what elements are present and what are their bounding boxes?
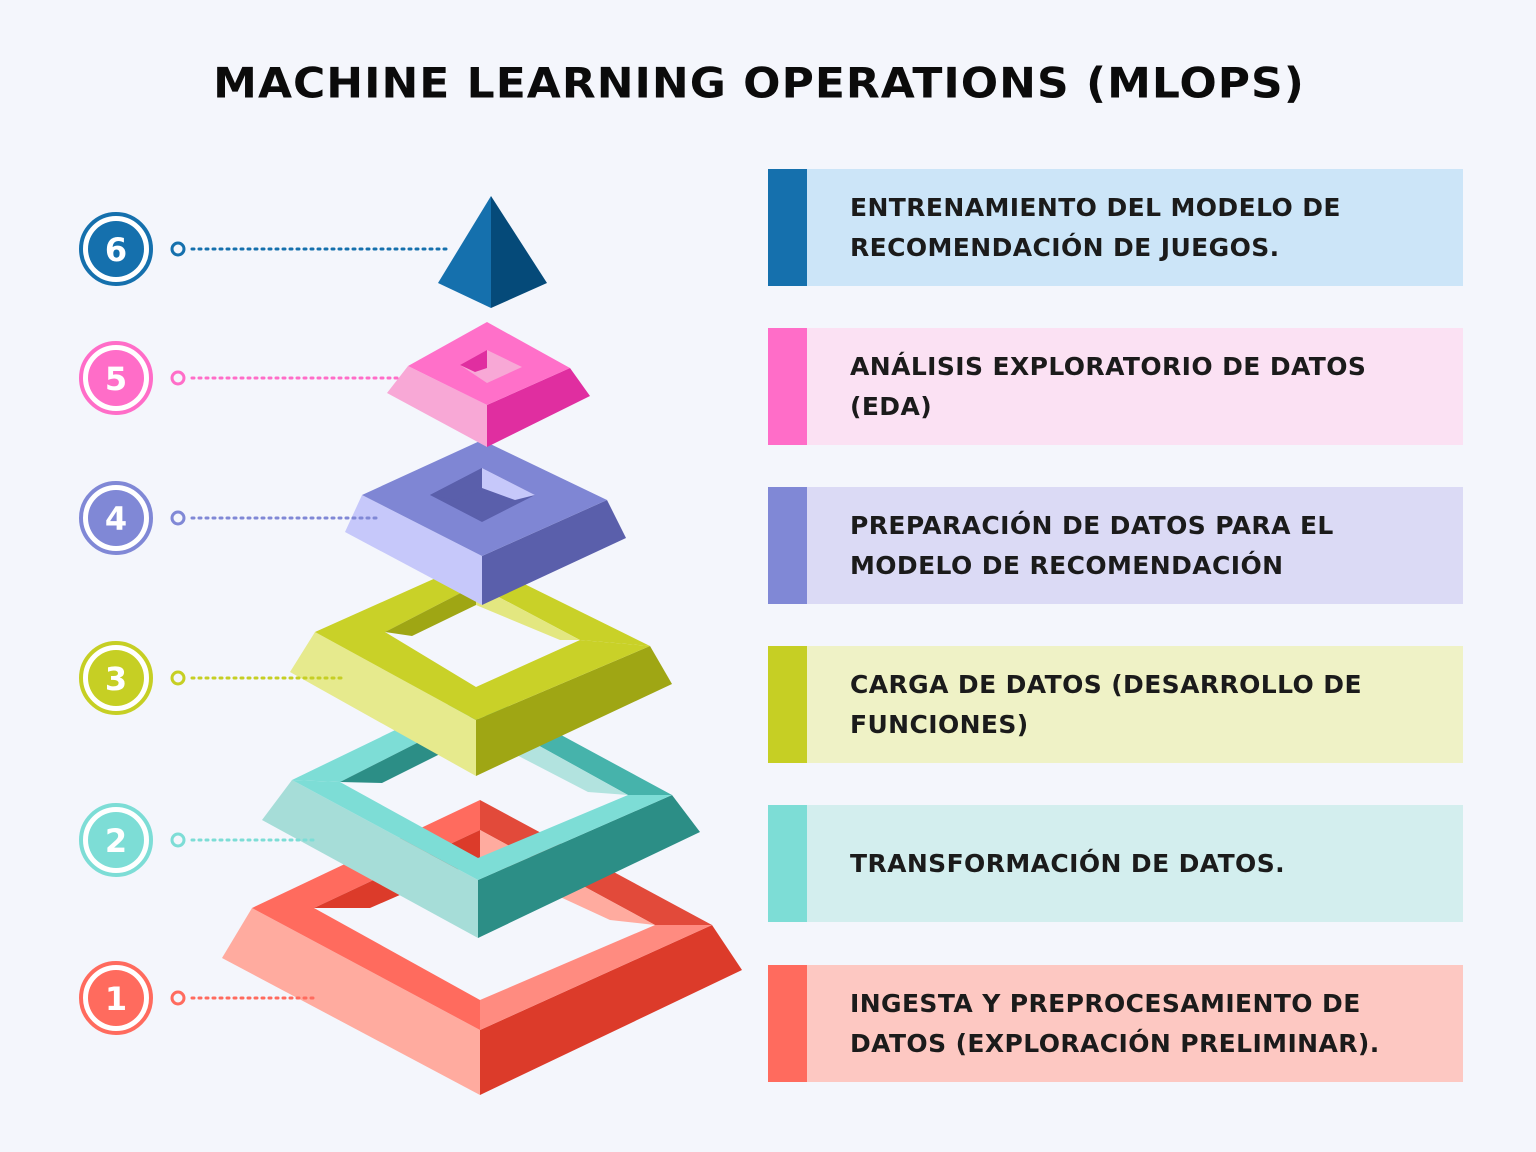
step-number: 2 [105,822,127,860]
connector-dot [170,832,186,848]
step-number-badge [88,650,144,706]
step-marker-5: 5 [79,341,402,415]
connector-dot [170,990,186,1006]
step-number-badge [88,970,144,1026]
pyramid-level-6 [438,196,547,308]
connectors: 6 5 4 3 2 1 [79,212,452,1035]
pyramid-diagram: 6 5 4 3 2 1 [79,196,742,1095]
step-card-4: PREPARACIÓN DE DATOS PARA EL MODELO DE R… [768,487,1463,604]
step-number-badge [88,812,144,868]
step-card-2: TRANSFORMACIÓN DE DATOS. [768,805,1463,922]
step-accent-bar [768,965,807,1082]
step-accent-bar [768,805,807,922]
step-text: TRANSFORMACIÓN DE DATOS. [850,848,1286,878]
step-text: CARGA DE DATOS (DESARROLLO DE FUNCIONES) [850,669,1362,739]
connector-dot [170,670,186,686]
step-marker-1: 1 [79,961,318,1035]
pyramid-level-5 [387,322,590,447]
step-accent-bar [768,646,807,763]
step-number-badge [88,221,144,277]
step-number-badge [88,350,144,406]
step-marker-4: 4 [79,481,380,555]
step-number: 5 [105,360,127,398]
step-number-badge [88,490,144,546]
step-marker-3: 3 [79,641,344,715]
connector-dot [170,241,186,257]
step-accent-bar [768,328,807,445]
step-marker-6: 6 [79,212,452,286]
connector-dot [170,370,186,386]
step-number: 1 [105,980,127,1018]
step-card-3: CARGA DE DATOS (DESARROLLO DE FUNCIONES) [768,646,1463,763]
step-card-6: ENTRENAMIENTO DEL MODELO DE RECOMENDACIÓ… [768,169,1463,286]
page-title: MACHINE LEARNING OPERATIONS (MLOPS) [213,59,1305,108]
step-text: PREPARACIÓN DE DATOS PARA EL MODELO DE R… [850,510,1334,580]
step-text: ENTRENAMIENTO DEL MODELO DE RECOMENDACIÓ… [850,192,1341,262]
step-text: ANÁLISIS EXPLORATORIO DE DATOS (EDA) [850,351,1367,421]
step-number: 4 [105,500,127,538]
step-accent-bar [768,169,807,286]
step-marker-2: 2 [79,803,318,877]
pyramid-level-4 [345,440,626,605]
step-number: 3 [105,660,127,698]
step-accent-bar [768,487,807,604]
connector-dot [170,510,186,526]
step-card-5: ANÁLISIS EXPLORATORIO DE DATOS (EDA) [768,328,1463,445]
step-card-1: INGESTA Y PREPROCESAMIENTO DE DATOS (EXP… [768,965,1463,1082]
step-number: 6 [105,231,127,269]
step-text: INGESTA Y PREPROCESAMIENTO DE DATOS (EXP… [850,988,1380,1058]
